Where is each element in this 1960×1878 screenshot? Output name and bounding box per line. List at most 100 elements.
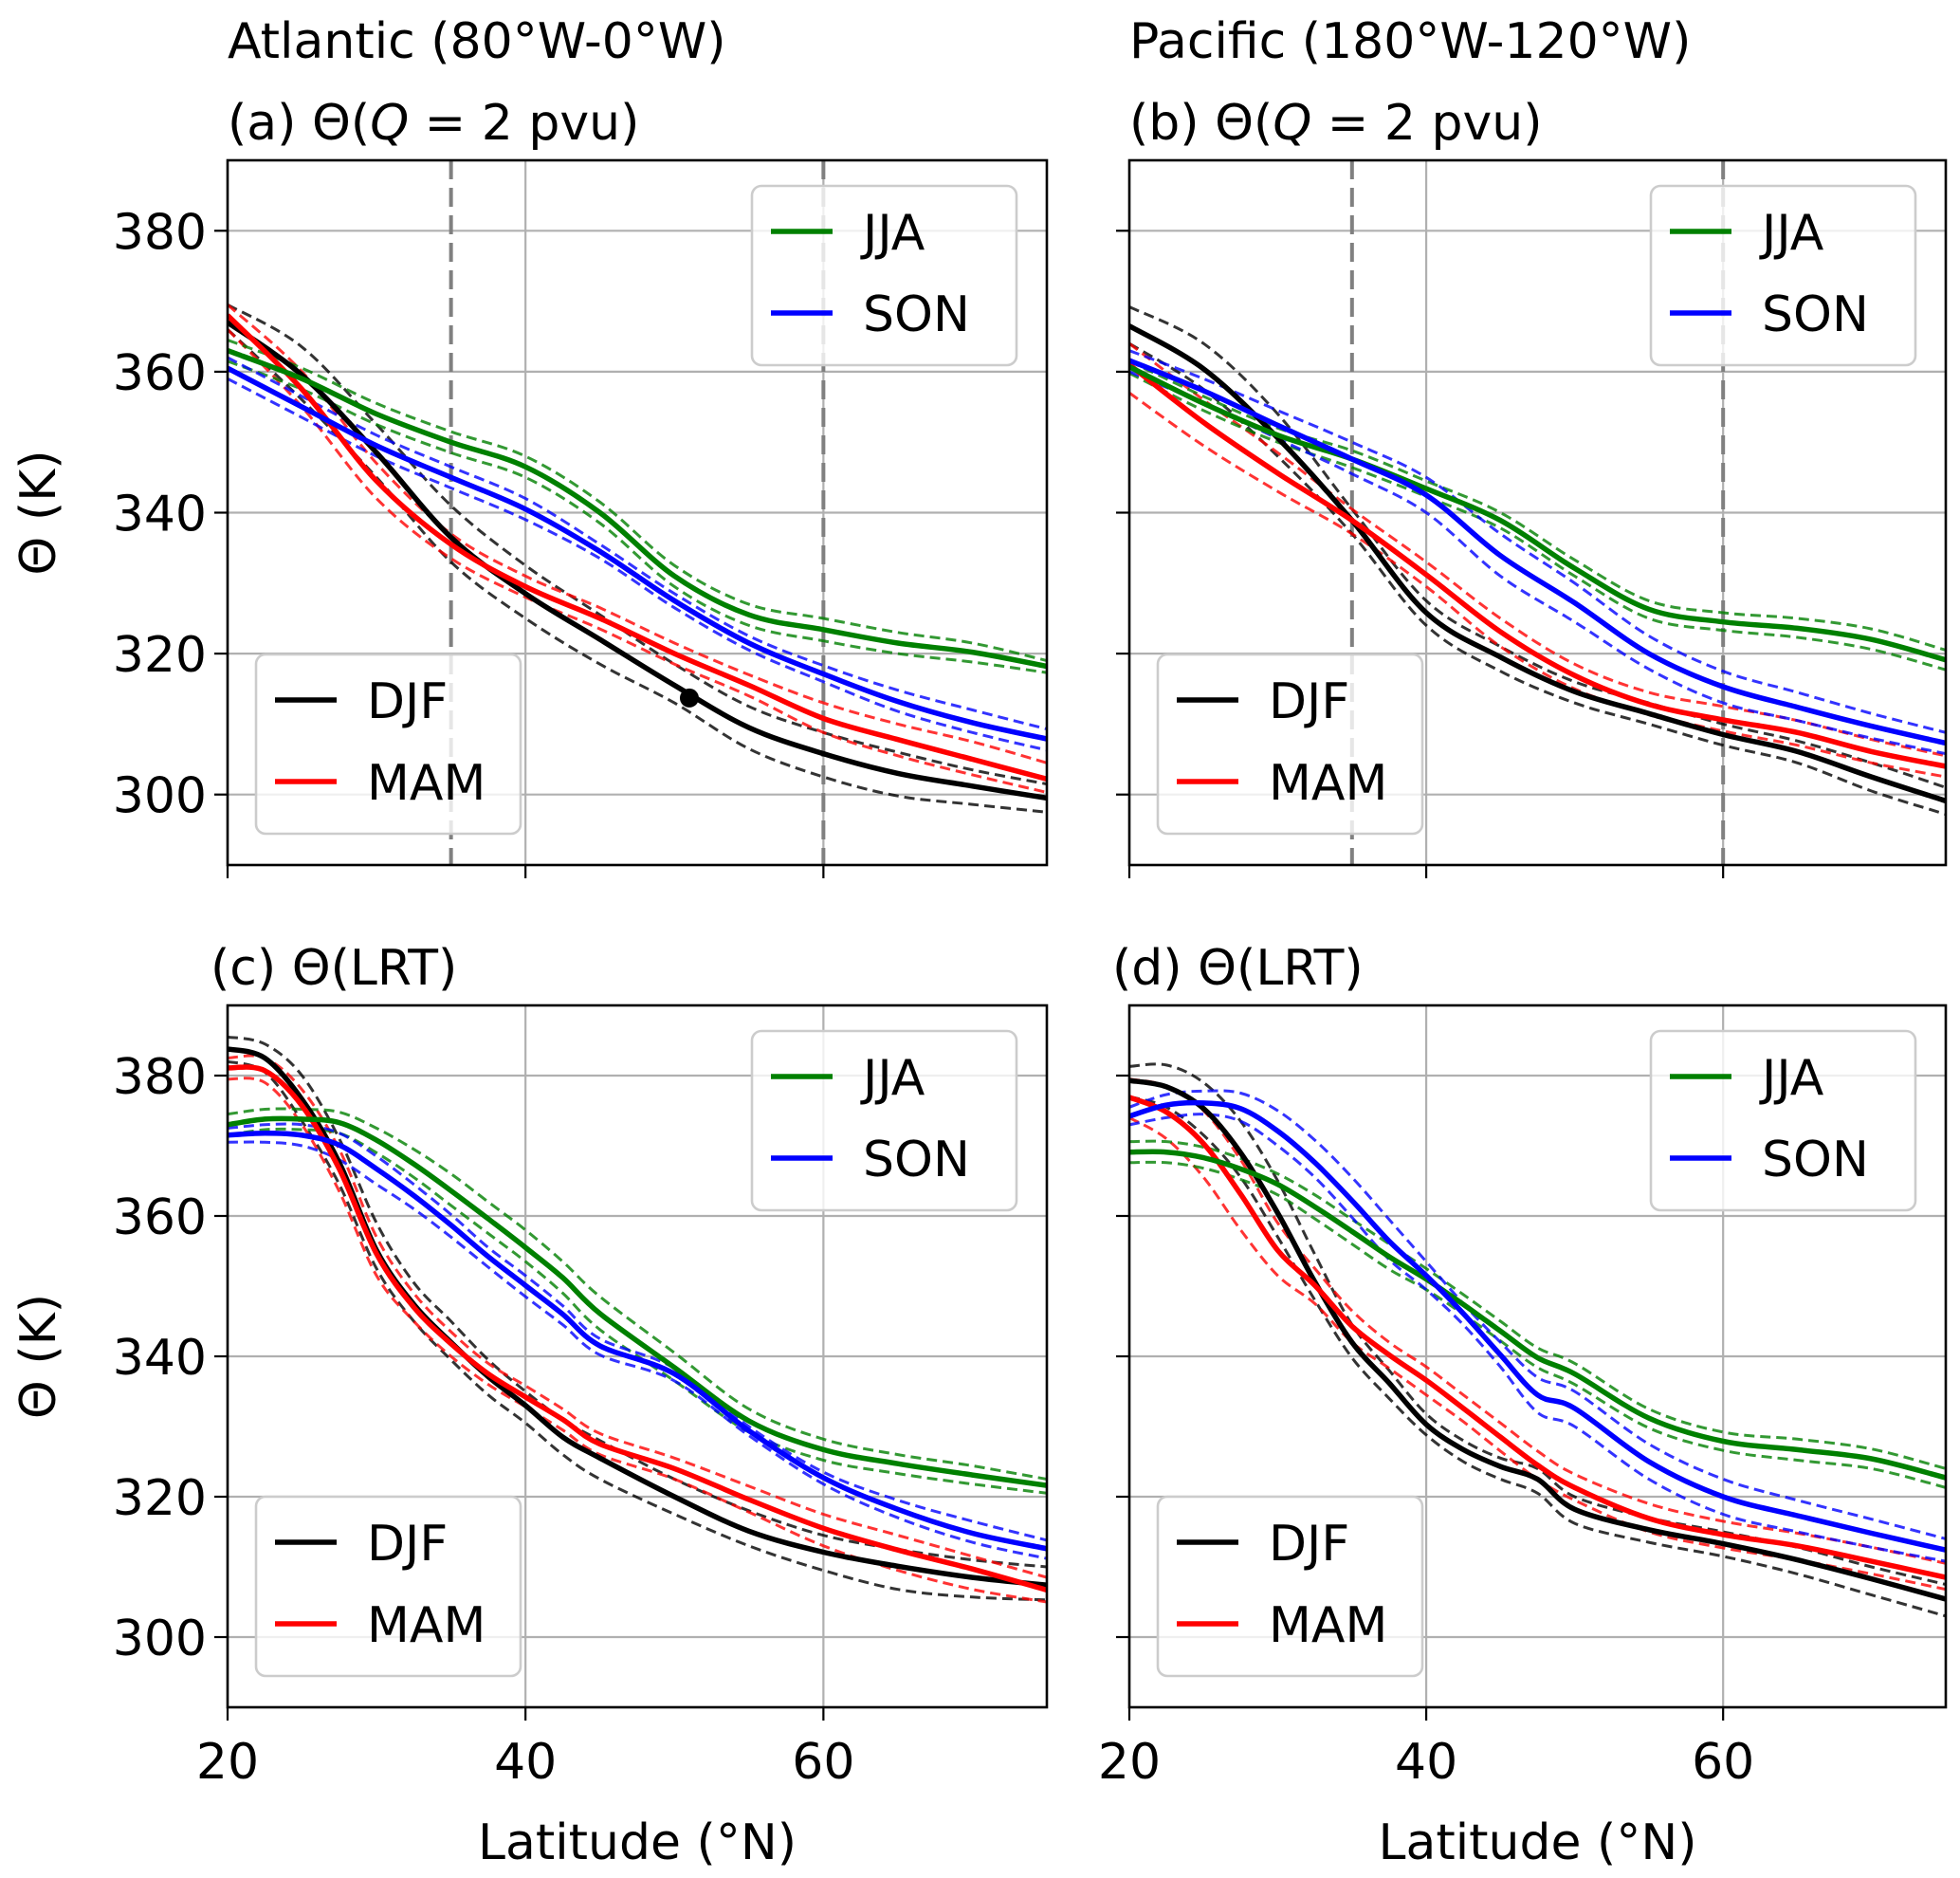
- title-prefix: (a) Θ(: [228, 95, 370, 152]
- legend-item-djf: DJF: [275, 1516, 448, 1573]
- series-jja-line: [228, 348, 1047, 670]
- x-tick-label: 40: [1395, 1734, 1457, 1791]
- series-jja-lower-bound: [228, 359, 1047, 674]
- series-mam-lower-bound: [228, 1077, 1047, 1604]
- series-jja-line: [228, 1115, 1047, 1488]
- x-tick-label: 40: [494, 1734, 557, 1791]
- series-mam-line: [228, 1064, 1047, 1593]
- series-mam-line: [1129, 1095, 1946, 1580]
- legend-label: DJF: [367, 1516, 448, 1573]
- legend-item-jja: JJA: [1670, 1050, 1824, 1107]
- y-tick-label: 340: [113, 1330, 207, 1387]
- legend-label: SON: [1762, 1132, 1869, 1188]
- y-tick-label: 380: [113, 1049, 207, 1106]
- curves: [228, 1035, 1047, 1604]
- legend-item-djf: DJF: [275, 673, 448, 730]
- legend-upper-right: JJA SON: [1649, 1029, 1917, 1212]
- series-jja-upper-bound: [228, 339, 1047, 662]
- legend-label: SON: [1762, 286, 1869, 343]
- y-tick-label: 380: [113, 204, 207, 261]
- panel-b: Pacific (180°W-120°W) (b) Θ(Q = 2 pvu) JJA…: [1116, 13, 1948, 878]
- legend-upper-right: JJA SON: [750, 184, 1018, 367]
- legend-item-mam: MAM: [275, 1597, 485, 1654]
- x-tick-label: 60: [1692, 1734, 1754, 1791]
- legend-item-jja: JJA: [771, 205, 925, 262]
- legend-label: JJA: [860, 205, 925, 262]
- legend-item-son: SON: [1670, 286, 1869, 343]
- series-son-upper-bound: [228, 356, 1047, 731]
- legend-item-mam: MAM: [1177, 755, 1387, 812]
- legend-label: MAM: [367, 755, 485, 812]
- series-jja-lower-bound: [228, 1127, 1047, 1495]
- legend-item-mam: MAM: [1177, 1597, 1387, 1654]
- series-son-line: [1129, 1099, 1946, 1553]
- y-tick-label: 360: [113, 1189, 207, 1246]
- legend-label: DJF: [1269, 673, 1349, 730]
- y-axis-label: Θ (K): [10, 1294, 67, 1419]
- series-son-line: [228, 1130, 1047, 1552]
- curves: [1129, 305, 1946, 816]
- y-tick-label: 340: [113, 487, 207, 543]
- x-tick-label: 60: [792, 1734, 854, 1791]
- legend-item-son: SON: [1670, 1132, 1869, 1188]
- series-djf-upper-bound: [228, 1035, 1047, 1569]
- series-djf-lower-bound: [228, 1059, 1047, 1602]
- legend-label: MAM: [367, 1597, 485, 1654]
- legend-item-djf: DJF: [1177, 1516, 1349, 1573]
- series-djf-line: [1129, 323, 1946, 804]
- legend-label: JJA: [860, 1050, 925, 1107]
- legend-label: DJF: [367, 673, 448, 730]
- panel-title: (a) Θ(Q = 2 pvu): [228, 95, 639, 152]
- panel-title: (c) Θ(LRT): [211, 940, 457, 997]
- legend-label: JJA: [1759, 205, 1824, 262]
- y-tick-label: 300: [113, 1611, 207, 1667]
- series-mam-line: [1129, 362, 1946, 769]
- series-son-lower-bound: [228, 1140, 1047, 1560]
- title-variable: Q: [1273, 95, 1311, 152]
- legend-item-mam: MAM: [275, 755, 485, 812]
- region-title: Pacific (180°W-120°W): [1129, 13, 1691, 70]
- series-mam-upper-bound: [1129, 1077, 1946, 1565]
- series-djf-upper-bound: [1129, 305, 1946, 789]
- title-variable: Q: [370, 95, 409, 152]
- panel-title: (b) Θ(Q = 2 pvu): [1129, 95, 1543, 152]
- series-djf-line: [1129, 1077, 1946, 1602]
- x-axis-label: Latitude (°N): [478, 1814, 797, 1871]
- series-son-lower-bound: [1129, 1113, 1946, 1563]
- legend-label: JJA: [1759, 1050, 1824, 1107]
- y-axis-label: Θ (K): [10, 450, 67, 575]
- title-suffix: = 2 pvu): [409, 95, 639, 152]
- legend-label: MAM: [1269, 755, 1387, 812]
- legend-item-djf: DJF: [1177, 673, 1349, 730]
- legend-lower-left: DJF MAM: [1156, 653, 1424, 836]
- y-tick-label: 300: [113, 768, 207, 825]
- x-tick-label: 20: [196, 1734, 259, 1791]
- panel-d: 20 40 60 Latitude (°N) (d) Θ(LRT) JJA SON DJF MA…: [1098, 940, 1948, 1871]
- series-jja-upper-bound: [228, 1107, 1047, 1481]
- legend-upper-right: JJA SON: [750, 1029, 1018, 1212]
- legend-upper-right: JJA SON: [1649, 184, 1917, 367]
- series-jja-lower-bound: [1129, 372, 1946, 672]
- series-mam-lower-bound: [228, 328, 1047, 794]
- legend-item-son: SON: [771, 286, 970, 343]
- series-son-line: [228, 365, 1047, 742]
- series-son-upper-bound: [228, 1122, 1047, 1542]
- legend-label: SON: [863, 1132, 970, 1188]
- series-jja-line: [1129, 1149, 1946, 1481]
- title-prefix: (b) Θ(: [1129, 95, 1273, 152]
- series-jja-upper-bound: [1129, 1139, 1946, 1470]
- panel-title: (d) Θ(LRT): [1112, 940, 1364, 997]
- panel-a: 300 320 340 360 380 Θ (K) Atlantic (80°W-0°W) (…: [10, 13, 1049, 878]
- y-tick-label: 320: [113, 1470, 207, 1527]
- legend-lower-left: DJF MAM: [254, 653, 522, 836]
- legend-label: SON: [863, 286, 970, 343]
- series-mam-line: [228, 313, 1047, 782]
- curves: [228, 303, 1047, 814]
- legend-item-son: SON: [771, 1132, 970, 1188]
- djf-marker-point: [679, 688, 699, 708]
- series-jja-line: [1129, 364, 1946, 663]
- legend-label: MAM: [1269, 1597, 1387, 1654]
- legend-lower-left: DJF MAM: [254, 1495, 522, 1678]
- series-mam-lower-bound: [1129, 391, 1946, 779]
